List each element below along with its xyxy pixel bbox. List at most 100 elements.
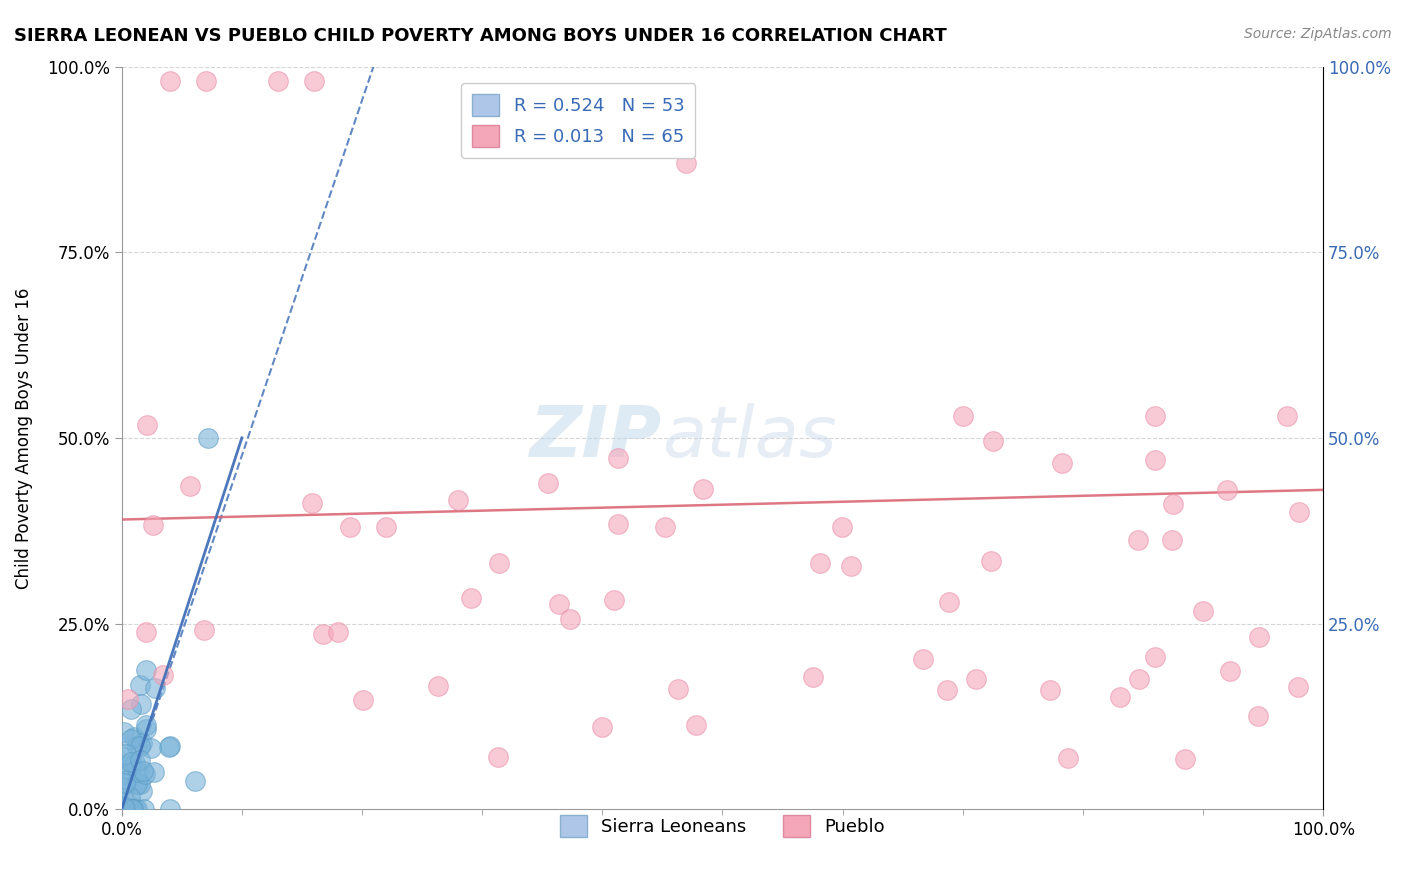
Point [111, 802, 134, 816]
Point [558, 612, 581, 626]
Point [692, 482, 714, 496]
Point [125, 802, 148, 816]
Point [120, 755, 142, 769]
Point [115, 747, 138, 761]
Text: atlas: atlas [662, 403, 837, 473]
Point [115, 758, 138, 772]
Legend: Sierra Leoneans, Pueblo: Sierra Leoneans, Pueblo [553, 808, 893, 845]
Point [127, 765, 149, 780]
Point [326, 624, 349, 639]
Point [1057, 751, 1080, 765]
Point [548, 598, 571, 612]
Point [120, 802, 142, 816]
Point [159, 74, 181, 88]
Point [1126, 533, 1149, 547]
Point [111, 802, 134, 816]
Point [145, 681, 167, 695]
Point [1192, 604, 1215, 618]
Point [121, 802, 143, 816]
Point [1050, 456, 1073, 470]
Point [375, 520, 398, 534]
Point [114, 776, 136, 790]
Point [486, 750, 509, 764]
Point [654, 519, 676, 533]
Point [159, 739, 181, 753]
Point [129, 678, 152, 692]
Point [142, 518, 165, 533]
Text: Source: ZipAtlas.com: Source: ZipAtlas.com [1244, 27, 1392, 41]
Point [179, 478, 201, 492]
Point [125, 777, 148, 791]
Point [124, 801, 146, 815]
Point [911, 651, 934, 665]
Y-axis label: Child Poverty Among Boys Under 16: Child Poverty Among Boys Under 16 [15, 287, 32, 589]
Point [1128, 673, 1150, 687]
Point [603, 593, 626, 607]
Point [112, 725, 135, 739]
Point [808, 556, 831, 570]
Point [1275, 409, 1298, 423]
Point [112, 791, 135, 805]
Point [607, 450, 630, 465]
Point [129, 777, 152, 791]
Point [952, 409, 974, 423]
Point [115, 772, 138, 787]
Point [447, 492, 470, 507]
Point [131, 736, 153, 750]
Point [591, 721, 613, 735]
Point [1143, 409, 1166, 423]
Point [352, 692, 374, 706]
Point [114, 802, 136, 816]
Point [117, 802, 139, 816]
Point [120, 702, 142, 716]
Point [685, 717, 707, 731]
Point [112, 767, 135, 781]
Point [1039, 682, 1062, 697]
Point [112, 800, 135, 814]
Point [1174, 752, 1197, 766]
Point [965, 672, 987, 686]
Point [193, 624, 215, 638]
Point [312, 627, 335, 641]
Point [675, 156, 697, 170]
Point [124, 756, 146, 770]
Point [132, 764, 155, 778]
Point [135, 717, 157, 731]
Point [152, 667, 174, 681]
Point [339, 520, 361, 534]
Point [1143, 453, 1166, 467]
Point [1216, 483, 1239, 497]
Point [127, 775, 149, 789]
Point [1161, 533, 1184, 548]
Point [129, 739, 152, 754]
Point [1247, 630, 1270, 644]
Point [121, 802, 143, 816]
Point [427, 680, 450, 694]
Point [134, 766, 156, 780]
Point [111, 780, 134, 794]
Point [134, 802, 156, 816]
Point [938, 595, 960, 609]
Point [136, 417, 159, 432]
Point [1246, 708, 1268, 723]
Text: SIERRA LEONEAN VS PUEBLO CHILD POVERTY AMONG BOYS UNDER 16 CORRELATION CHART: SIERRA LEONEAN VS PUEBLO CHILD POVERTY A… [14, 27, 946, 45]
Point [1288, 505, 1310, 519]
Point [135, 624, 157, 639]
Point [135, 663, 157, 677]
Point [267, 74, 290, 88]
Point [1219, 665, 1241, 679]
Point [157, 740, 180, 755]
Point [980, 554, 1002, 568]
Point [117, 692, 139, 706]
Point [983, 434, 1005, 448]
Point [159, 802, 181, 816]
Point [831, 520, 853, 534]
Point [129, 697, 152, 711]
Point [488, 557, 510, 571]
Point [606, 517, 628, 532]
Point [197, 431, 219, 445]
Point [803, 670, 825, 684]
Point [839, 559, 862, 574]
Point [122, 730, 145, 744]
Point [114, 802, 136, 816]
